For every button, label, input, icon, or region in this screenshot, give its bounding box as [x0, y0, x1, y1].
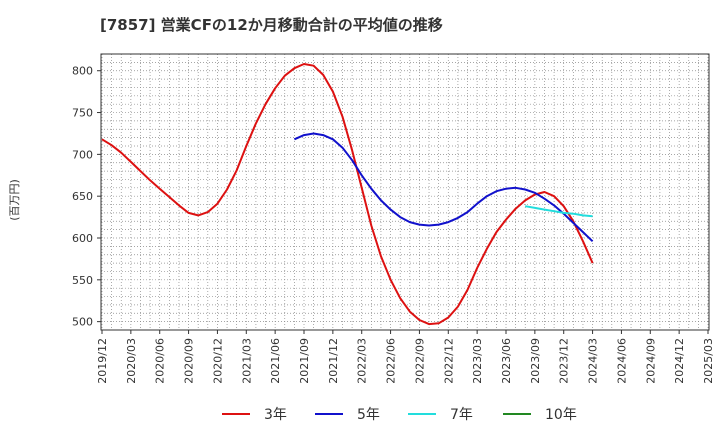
legend-label: 3年: [264, 407, 287, 423]
x-tick-label: 2023/09: [529, 338, 542, 384]
grid: [101, 54, 709, 330]
y-tick-label: 550: [72, 274, 93, 287]
x-tick-label: 2022/06: [385, 338, 398, 384]
series-line-0: [101, 63, 594, 326]
x-tick-label: 2024/12: [673, 338, 686, 384]
x-tick-label: 2020/03: [125, 338, 138, 384]
y-tick-label: 700: [72, 148, 93, 161]
x-tick-label: 2020/12: [211, 338, 224, 384]
y-axis-label: (百万円): [8, 179, 21, 221]
x-tick-label: 2019/12: [96, 338, 109, 384]
y-tick-label: 600: [72, 232, 93, 245]
x-tick-label: 2023/03: [471, 338, 484, 384]
x-tick-label: 2022/12: [442, 338, 455, 384]
x-tick-label: 2023/12: [558, 338, 571, 384]
x-tick-label: 2020/09: [183, 338, 196, 384]
x-tick-label: 2024/03: [587, 338, 600, 384]
x-tick-label: 2025/03: [702, 338, 715, 384]
y-ticks: 500 550 600 650 700 750 800: [72, 65, 101, 329]
x-tick-label: 2020/06: [154, 338, 167, 384]
x-tick-label: 2024/06: [615, 338, 628, 384]
legend-label: 5年: [357, 407, 380, 423]
y-tick-label: 750: [72, 107, 93, 120]
y-tick-label: 500: [72, 316, 93, 329]
x-ticks: 2019/12 2020/03 2020/06 2020/09 2020/12 2021/…: [96, 330, 715, 384]
series-line-1: [293, 132, 594, 243]
series-lines: [101, 63, 594, 326]
x-tick-label: 2021/03: [240, 338, 253, 384]
y-tick-label: 650: [72, 190, 93, 203]
legend-label: 7年: [450, 407, 473, 423]
legend-label: 10年: [545, 407, 577, 423]
x-tick-label: 2021/12: [327, 338, 340, 384]
x-tick-label: 2024/09: [644, 338, 657, 384]
x-tick-label: 2021/09: [298, 338, 311, 384]
x-tick-label: 2022/09: [413, 338, 426, 384]
plot-frame: [100, 53, 710, 331]
x-tick-label: 2023/06: [500, 338, 513, 384]
legend: 3年 5年 7年 10年: [222, 407, 577, 423]
series-line-2: [525, 205, 593, 218]
x-tick-label: 2021/06: [269, 338, 282, 384]
x-tick-label: 2022/03: [356, 338, 369, 384]
chart-title: [7857] 営業CFの12か月移動合計の平均値の推移: [100, 16, 443, 34]
y-tick-label: 800: [72, 65, 93, 78]
